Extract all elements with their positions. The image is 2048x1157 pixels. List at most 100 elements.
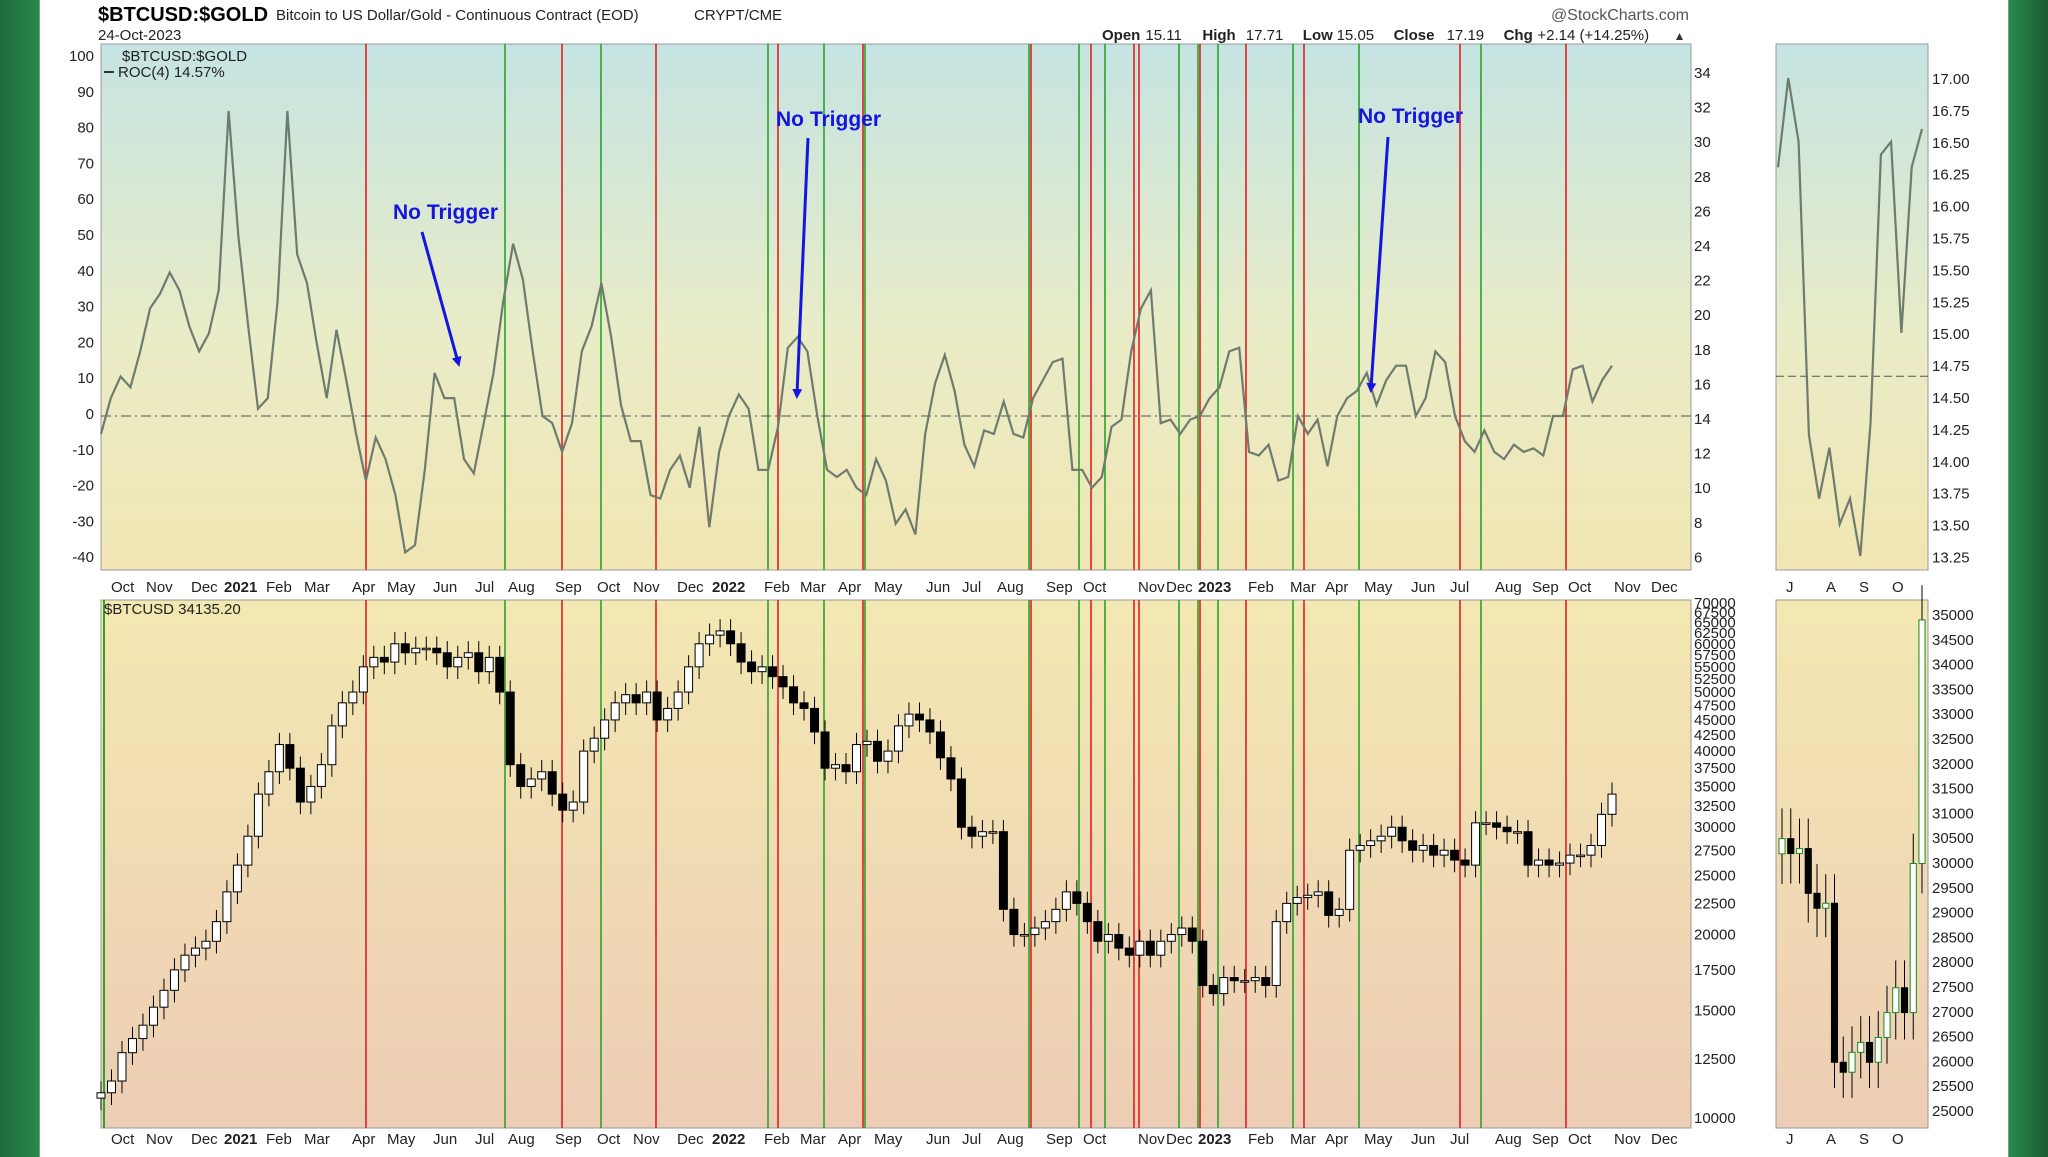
price-candle-95 — [1093, 921, 1103, 942]
price-candle-144 — [1607, 793, 1617, 815]
roc-legend-roc: ROC(4) 14.57% — [118, 64, 225, 81]
inset-price-tick-9: 30500 — [1932, 830, 1974, 847]
inset-price-tick-2: 34000 — [1932, 657, 1974, 674]
roc-right-tick-9: 16 — [1694, 376, 1711, 393]
roc-right-tick-2: 30 — [1694, 134, 1711, 151]
x-label-top-7: May — [387, 579, 416, 596]
price-right-tick-8: 50000 — [1694, 684, 1736, 701]
inset-price-tick-5: 32500 — [1932, 731, 1974, 748]
x-label-bottom-8: Jun — [433, 1131, 457, 1148]
x-label-bottom-6: Apr — [352, 1131, 375, 1148]
inset-candle-9 — [1857, 1041, 1865, 1053]
x-label-bottom-9: Jul — [475, 1131, 494, 1148]
roc-left-tick-13: -30 — [72, 513, 94, 530]
price-candle-97 — [1114, 934, 1124, 949]
price-candle-2 — [117, 1052, 127, 1082]
inset-price-tick-20: 25000 — [1932, 1103, 1974, 1120]
inset-candle-6 — [1830, 902, 1839, 1063]
price-candle-38 — [495, 656, 505, 693]
price-candle-43 — [547, 771, 557, 795]
price-candle-28 — [390, 643, 400, 663]
x-label-bottom-20: Jun — [926, 1131, 950, 1148]
price-candle-8 — [180, 954, 190, 971]
x-label-bottom-27: 2023 — [1198, 1131, 1231, 1148]
header-symbol: $BTCUSD:$GOLD — [98, 4, 268, 26]
price-candle-10 — [201, 940, 211, 949]
price-candle-143 — [1597, 813, 1606, 847]
roc-left-tick-3: 70 — [77, 155, 94, 172]
price-candle-107 — [1219, 977, 1229, 995]
price-right-tick-19: 22500 — [1694, 895, 1736, 912]
ohlc-label-open: Open — [1102, 27, 1140, 44]
x-label-bottom-10: Aug — [508, 1131, 535, 1148]
price-right-tick-10: 45000 — [1694, 712, 1736, 729]
inset-candle-11 — [1874, 1036, 1882, 1063]
x-label-bottom-4: Feb — [266, 1131, 292, 1148]
ohlc-value-close: 17.19 — [1447, 27, 1485, 44]
header-description: Bitcoin to US Dollar/Gold - Continuous C… — [276, 7, 639, 24]
inset-roc-tick-13: 13.75 — [1932, 486, 1970, 503]
roc-left-tick-10: 0 — [86, 406, 94, 423]
x-label-bottom-37: Nov — [1614, 1131, 1641, 1148]
x-label-top-38: Dec — [1651, 579, 1678, 596]
x-label-bottom-35: Sep — [1532, 1131, 1559, 1148]
inset-candle-13 — [1892, 987, 1900, 1014]
inset-candle-0 — [1778, 838, 1786, 855]
inset-roc-tick-3: 16.25 — [1932, 167, 1970, 184]
price-candle-79 — [925, 719, 935, 733]
price-candle-60 — [726, 630, 736, 645]
price-candle-83 — [967, 826, 977, 837]
roc-right-tick-14: 6 — [1694, 549, 1702, 566]
price-candle-48 — [600, 719, 610, 739]
price-candle-52 — [642, 691, 652, 704]
price-candle-42 — [537, 771, 547, 780]
roc-left-tick-0: 100 — [69, 48, 94, 65]
inset-price-tick-13: 28500 — [1932, 929, 1974, 946]
roc-left-tick-4: 60 — [77, 191, 94, 208]
inset-x-tick-top-0: J — [1786, 579, 1794, 596]
price-candle-14 — [243, 835, 253, 866]
inset-price-tick-19: 25500 — [1932, 1078, 1974, 1095]
x-label-top-31: May — [1364, 579, 1393, 596]
price-candle-118 — [1334, 908, 1344, 916]
roc-right-tick-6: 22 — [1694, 273, 1711, 290]
price-candle-109 — [1240, 980, 1250, 983]
price-candle-72 — [852, 744, 861, 773]
x-label-top-5: Mar — [304, 579, 330, 596]
x-label-top-23: Sep — [1046, 579, 1073, 596]
x-label-bottom-17: Mar — [800, 1131, 826, 1148]
annotation-no-trigger-2: No Trigger — [776, 108, 881, 131]
roc-right-tick-12: 10 — [1694, 480, 1711, 497]
price-right-tick-14: 35000 — [1694, 778, 1736, 795]
price-candle-59 — [715, 630, 725, 636]
inset-price-tick-18: 26000 — [1932, 1053, 1974, 1070]
price-candle-115 — [1303, 894, 1313, 899]
x-label-top-9: Jul — [475, 579, 494, 596]
roc-right-tick-0: 34 — [1694, 65, 1711, 82]
ohlc-value-open: 15.11 — [1145, 27, 1181, 44]
price-candle-94 — [1082, 902, 1092, 923]
ohlc-value-high: 17.71 — [1246, 27, 1284, 44]
x-label-top-17: Mar — [800, 579, 826, 596]
price-candle-69 — [820, 731, 830, 769]
x-label-top-27: 2023 — [1198, 579, 1231, 596]
price-right-tick-20: 20000 — [1694, 927, 1736, 944]
price-candle-33 — [442, 652, 452, 668]
inset-roc-tick-12: 14.00 — [1932, 454, 1970, 471]
inset-x-tick-bottom-1: A — [1826, 1131, 1836, 1148]
x-label-top-29: Mar — [1290, 579, 1316, 596]
inset-price-tick-7: 31500 — [1932, 781, 1974, 798]
price-candle-23 — [337, 702, 347, 727]
price-candle-112 — [1271, 921, 1281, 986]
inset-roc-tick-7: 15.25 — [1932, 294, 1970, 311]
price-right-tick-12: 40000 — [1694, 743, 1736, 760]
price-candle-73 — [862, 740, 872, 746]
price-candle-55 — [673, 691, 683, 709]
price-candle-103 — [1177, 927, 1187, 936]
x-label-bottom-21: Jul — [962, 1131, 981, 1148]
inset-roc-tick-5: 15.75 — [1932, 231, 1970, 248]
price-candle-81 — [946, 757, 956, 780]
x-label-top-18: Apr — [838, 579, 861, 596]
